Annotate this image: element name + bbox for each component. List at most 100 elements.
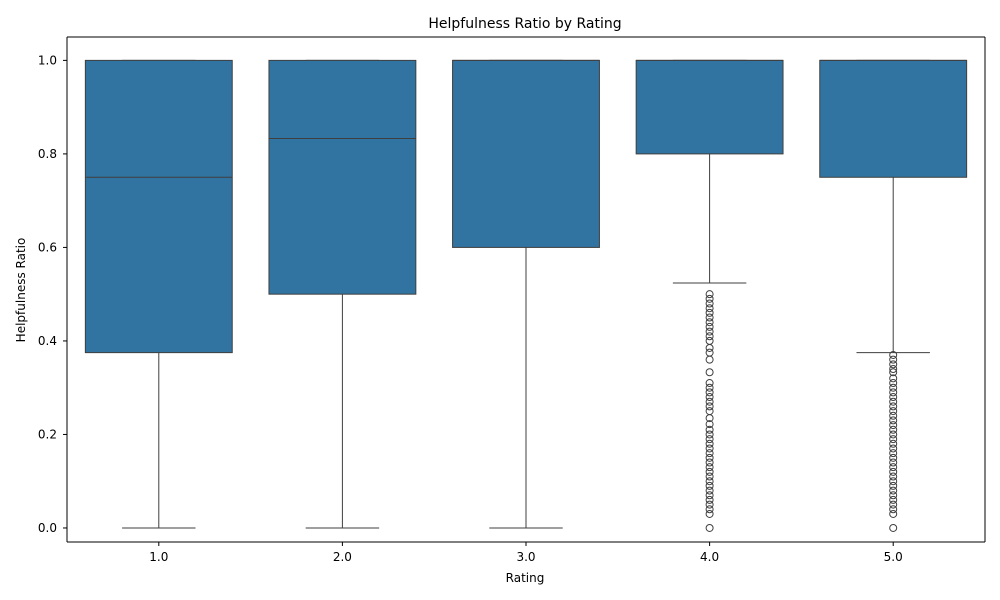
outlier-point <box>889 350 898 359</box>
outlier-point <box>889 388 898 397</box>
y-tick-label: 0.6 <box>38 240 57 254</box>
outlier-point <box>705 308 714 317</box>
outlier-point <box>889 467 898 476</box>
outlier-point <box>705 453 714 462</box>
outlier-point <box>889 458 898 467</box>
outlier-point <box>705 477 714 486</box>
x-tick-label: 1.0 <box>149 550 168 564</box>
outlier-point <box>889 463 898 472</box>
outlier-point <box>705 355 714 364</box>
outlier-point <box>705 304 714 313</box>
box-group-5.0 <box>819 59 968 532</box>
outlier-point <box>889 481 898 490</box>
x-tick-label: 3.0 <box>516 550 535 564</box>
outlier-point <box>705 313 714 322</box>
outlier-point <box>705 368 714 377</box>
outlier-point <box>889 364 898 373</box>
outlier-point <box>889 355 898 364</box>
outlier-point <box>705 327 714 336</box>
outlier-point <box>705 435 714 444</box>
outlier-point <box>889 500 898 509</box>
outlier-point <box>889 435 898 444</box>
outlier-point <box>889 449 898 458</box>
outlier-point <box>705 343 714 352</box>
outlier-point <box>705 439 714 448</box>
outlier-point <box>705 425 714 434</box>
outlier-point <box>705 420 714 429</box>
outlier-point <box>705 505 714 514</box>
outlier-point <box>705 299 714 308</box>
outlier-point <box>705 500 714 509</box>
outlier-point <box>705 294 714 303</box>
y-tick-label: 1.0 <box>38 53 57 67</box>
outlier-point <box>889 368 898 377</box>
outlier-point <box>889 379 898 388</box>
y-axis: 0.0 0.2 0.4 0.6 0.8 1.0 <box>38 37 986 542</box>
outlier-point <box>889 411 898 420</box>
outlier-point <box>889 425 898 434</box>
box-iqr <box>268 59 417 295</box>
outlier-point <box>705 481 714 490</box>
outlier-point <box>705 397 714 406</box>
outlier-point <box>705 332 714 341</box>
y-axis-title: Helpfulness Ratio <box>14 238 28 343</box>
outlier-point <box>889 453 898 462</box>
outlier-point <box>889 472 898 481</box>
outlier-point <box>889 477 898 486</box>
outlier-point <box>889 402 898 411</box>
outlier-point <box>889 393 898 402</box>
plot-area <box>84 59 968 532</box>
outlier-point <box>889 491 898 500</box>
x-tick-label: 5.0 <box>884 550 903 564</box>
outlier-point <box>889 439 898 448</box>
outlier-point <box>705 486 714 495</box>
outlier-point <box>889 523 898 532</box>
outlier-point <box>889 495 898 504</box>
box-group-1.0 <box>84 59 233 529</box>
outlier-point <box>889 509 898 518</box>
outlier-point <box>889 383 898 392</box>
outlier-point <box>889 397 898 406</box>
box-group-2.0 <box>268 59 417 529</box>
x-tick-label: 2.0 <box>333 550 352 564</box>
outlier-point <box>705 388 714 397</box>
outlier-point <box>705 509 714 518</box>
outlier-point <box>889 505 898 514</box>
outlier-point <box>889 360 898 369</box>
outlier-point <box>705 495 714 504</box>
outlier-point <box>705 318 714 327</box>
outlier-point <box>889 430 898 439</box>
outlier-point <box>705 379 714 388</box>
y-tick-label: 0.8 <box>38 147 57 161</box>
box-group-3.0 <box>452 59 600 529</box>
box-iqr <box>635 59 784 155</box>
box-iqr <box>819 59 968 178</box>
outlier-point <box>705 290 714 299</box>
outlier-point <box>705 463 714 472</box>
outlier-point <box>705 472 714 481</box>
y-tick-label: 0.0 <box>38 521 57 535</box>
outlier-point <box>705 467 714 476</box>
outlier-point <box>889 486 898 495</box>
y-tick-label: 0.4 <box>38 334 57 348</box>
outlier-point <box>889 421 898 430</box>
outlier-point <box>889 444 898 453</box>
outlier-point <box>705 458 714 467</box>
x-axis-title: Rating <box>506 571 545 585</box>
outlier-point <box>705 393 714 402</box>
x-tick-label: 4.0 <box>700 550 719 564</box>
outlier-point <box>705 430 714 439</box>
outlier-point <box>705 523 714 532</box>
outlier-point <box>705 449 714 458</box>
outlier-point <box>705 402 714 411</box>
outlier-point <box>705 491 714 500</box>
outlier-point <box>705 383 714 392</box>
x-axis: 1.0 2.0 3.0 4.0 5.0 <box>67 36 985 564</box>
outlier-point <box>889 374 898 383</box>
chart-title: Helpfulness Ratio by Rating <box>428 16 621 32</box>
outlier-point <box>705 444 714 453</box>
outlier-point <box>889 407 898 416</box>
box-group-4.0 <box>635 59 784 532</box>
box-iqr <box>84 59 233 354</box>
